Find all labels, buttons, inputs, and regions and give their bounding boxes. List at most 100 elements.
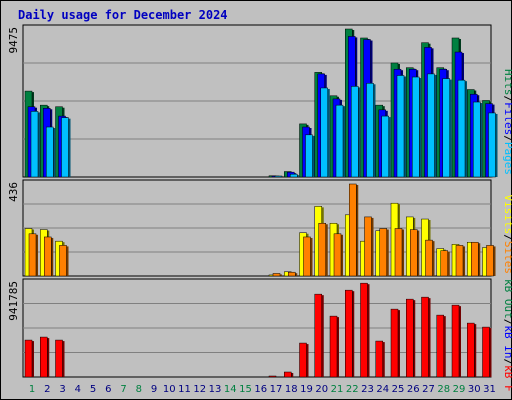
x-tick-label-day-5: 5	[90, 384, 96, 395]
x-tick-label-day-12: 12	[193, 384, 206, 395]
bar-visits-sites-day-26	[410, 229, 418, 277]
x-tick-label-day-31: 31	[483, 384, 496, 395]
x-tick-label-day-21: 21	[331, 384, 344, 395]
bar-kbytes-kbytes-day-24	[375, 340, 383, 378]
bar-hits-pages-day-20	[320, 87, 328, 178]
x-tick-label-day-11: 11	[178, 384, 191, 395]
series-kbytes	[24, 282, 492, 378]
legend-item-kb-f: kB F	[502, 365, 512, 392]
bar-visits-sites-day-23	[364, 216, 372, 277]
bar-kbytes-kbytes-day-3	[55, 339, 63, 378]
bar-visits-sites-day-30	[471, 241, 479, 277]
bar-kbytes-kbytes-day-22	[345, 289, 353, 378]
legend-kbytes-text: kB Out/kB In/kB F	[502, 279, 512, 392]
bar-visits-sites-day-21	[333, 233, 342, 277]
bar-kbytes-kbytes-day-20	[314, 293, 322, 378]
x-tick-label-day-7: 7	[120, 384, 126, 395]
bar-visits-sites-day-31	[486, 245, 494, 277]
legend-item-sites: Sites	[502, 241, 512, 274]
bar-visits-sites-day-25	[394, 228, 403, 277]
x-tick-label-day-14: 14	[224, 384, 237, 395]
bar-visits-sites-day-17	[272, 273, 281, 277]
bar-visits-sites-day-3	[59, 245, 67, 277]
chart-panels: 9475436941785Hits/Files/PagesVisits/Site…	[7, 24, 512, 392]
bar-hits-pages-day-2	[46, 126, 54, 178]
x-tick-label-day-2: 2	[44, 384, 50, 395]
bar-hits-pages-day-3	[61, 117, 69, 178]
x-tick-label-day-3: 3	[59, 384, 65, 395]
legend-visits-text: Visits/Sites	[502, 195, 512, 275]
x-tick-label-day-29: 29	[453, 384, 466, 395]
bar-hits-pages-day-28	[442, 78, 450, 178]
x-tick-label-day-20: 20	[315, 384, 328, 395]
bar-hits-pages-day-21	[335, 104, 344, 178]
x-tick-label-day-22: 22	[346, 384, 359, 395]
legend-item-visits: Visits	[502, 195, 512, 235]
chart-title: Daily usage for December 2024	[18, 8, 228, 22]
legend-hits: Hits/Files/Pages	[502, 69, 512, 175]
bar-kbytes-kbytes-day-28	[436, 314, 444, 378]
panel-visits: 436	[7, 179, 496, 277]
bar-hits-pages-day-1	[30, 111, 39, 178]
panel-hits: 9475	[7, 24, 498, 178]
legend-separator: /	[502, 234, 512, 241]
bar-hits-pages-day-19	[305, 134, 313, 178]
bar-visits-sites-day-24	[379, 228, 387, 277]
bar-hits-pages-day-18	[290, 173, 298, 178]
bar-kbytes-kbytes-day-30	[467, 322, 475, 378]
bar-hits-pages-day-26	[412, 76, 420, 178]
bar-hits-pages-day-30	[473, 101, 481, 178]
bar-hits-pages-day-24	[381, 115, 389, 178]
bar-hits-pages-day-25	[396, 75, 405, 178]
series-sites	[28, 183, 496, 277]
panel-kbytes: 941785	[7, 278, 492, 378]
x-tick-labels: 1 2 3 4 5 6 7 8 9 10 11 12 13 14 15 16 17 18 19 20 21 22 23 24 2…	[29, 384, 496, 395]
bar-visits-sites-day-22	[349, 183, 357, 277]
x-tick-label-day-23: 23	[361, 384, 374, 395]
bar-kbytes-kbytes-day-17	[268, 375, 277, 378]
bar-kbytes-kbytes-day-21	[329, 315, 338, 378]
x-tick-label-day-1: 1	[29, 384, 35, 395]
legend-item-kb-out: kB Out	[502, 279, 512, 319]
bar-hits-pages-day-17	[274, 175, 283, 178]
bar-kbytes-kbytes-day-29	[451, 304, 460, 378]
x-tick-label-day-16: 16	[254, 384, 267, 395]
y-max-label-hits: 9475	[7, 27, 20, 54]
bar-hits-pages-day-31	[488, 112, 496, 178]
x-tick-label-day-24: 24	[376, 384, 389, 395]
legend-visits: Visits/Sites	[502, 195, 512, 275]
legend-item-files: Files	[502, 102, 512, 135]
bar-visits-sites-day-28	[440, 250, 448, 277]
bar-visits-sites-day-1	[28, 233, 37, 277]
legend-separator: /	[502, 135, 512, 142]
bar-visits-sites-day-18	[288, 271, 296, 277]
x-tick-label-day-8: 8	[136, 384, 142, 395]
bar-visits-sites-day-27	[425, 239, 433, 277]
series-pages	[30, 73, 498, 178]
bar-kbytes-kbytes-day-18	[284, 371, 292, 378]
x-tick-label-day-19: 19	[300, 384, 313, 395]
x-tick-label-day-10: 10	[163, 384, 176, 395]
y-max-label-visits: 436	[7, 182, 20, 202]
bar-kbytes-kbytes-day-31	[482, 326, 490, 378]
x-tick-label-day-30: 30	[468, 384, 481, 395]
legend-item-hits: Hits	[502, 69, 512, 96]
x-tick-label-day-4: 4	[75, 384, 81, 395]
legend-separator: /	[502, 359, 512, 366]
legend-separator: /	[502, 319, 512, 326]
x-tick-label-day-13: 13	[209, 384, 222, 395]
x-tick-label-day-9: 9	[151, 384, 157, 395]
x-tick-label-day-6: 6	[105, 384, 111, 395]
bar-visits-sites-day-29	[455, 245, 464, 277]
x-tick-label-day-27: 27	[422, 384, 435, 395]
legend-item-kb-in: kB In	[502, 325, 512, 358]
bar-kbytes-kbytes-day-27	[421, 296, 429, 378]
bar-kbytes-kbytes-day-26	[406, 298, 414, 378]
x-tick-label-day-17: 17	[270, 384, 283, 395]
legend-kbytes: kB Out/kB In/kB F	[502, 279, 512, 392]
legend-separator: /	[502, 96, 512, 103]
legend-item-pages: Pages	[502, 142, 512, 175]
bar-visits-sites-day-2	[44, 236, 52, 277]
bar-kbytes-kbytes-day-23	[360, 282, 368, 378]
x-tick-label-day-25: 25	[392, 384, 405, 395]
